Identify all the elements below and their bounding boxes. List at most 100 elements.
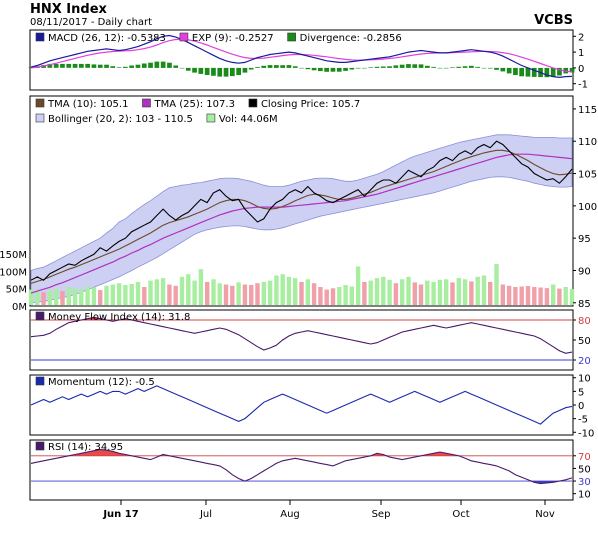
divergence-bar <box>318 67 323 72</box>
volume-bar <box>35 290 40 305</box>
divergence-bar <box>380 66 386 68</box>
volume-bar <box>54 289 59 305</box>
volume-bar <box>217 283 222 305</box>
volume-bar <box>469 281 474 305</box>
volume-bar <box>261 281 266 305</box>
divergence-bar <box>481 67 487 69</box>
divergence-bar <box>418 64 424 68</box>
volume-bar <box>91 287 97 305</box>
divergence-bar <box>192 67 197 73</box>
tma25-line <box>30 153 573 294</box>
rsi-panel <box>29 439 574 501</box>
volume-bar <box>330 288 336 305</box>
divergence-bar <box>431 66 436 68</box>
legend-swatch <box>35 32 45 42</box>
volume-bar <box>425 280 430 305</box>
y-tick-label: -1 <box>578 80 588 91</box>
volume-bar <box>267 280 273 305</box>
divergence-bar <box>299 67 304 69</box>
divergence-bar <box>393 65 399 68</box>
divergence-bar <box>569 67 575 73</box>
volume-bar <box>160 278 166 305</box>
volume-bar <box>85 286 90 305</box>
divergence-bar <box>443 67 449 69</box>
x-tick-label: Oct <box>452 509 469 520</box>
volume-bar <box>450 282 455 305</box>
divergence-bar <box>204 67 210 75</box>
y-tick-label: 50 <box>578 336 591 347</box>
legend-entry: TMA (10): 105.1 <box>47 99 128 110</box>
divergence-bar <box>475 66 480 68</box>
volume-bar <box>142 287 147 305</box>
volume-bar <box>374 278 380 305</box>
volume-bar <box>362 281 367 305</box>
y-tick-label: 10 <box>578 490 591 501</box>
volume-bar <box>355 266 361 305</box>
divergence-bar <box>519 67 524 77</box>
divergence-bar <box>487 67 493 69</box>
volume-bar <box>198 269 204 305</box>
divergence-bar <box>437 67 443 69</box>
volume-bar <box>280 274 285 305</box>
divergence-bar <box>456 66 462 68</box>
divergence-bar <box>324 67 329 72</box>
macd-line <box>30 34 573 79</box>
volume-bar <box>205 281 210 305</box>
volume-bar <box>400 279 405 305</box>
volume-bar <box>211 279 216 305</box>
divergence-bar <box>173 65 179 68</box>
divergence-bar <box>211 67 216 76</box>
divergence-bar <box>185 67 191 71</box>
divergence-bar <box>557 67 562 76</box>
volume-bar <box>223 284 229 305</box>
momentum-panel <box>29 374 574 436</box>
legend-entry: Momentum (12): -0.5 <box>48 377 155 388</box>
divergence-bar <box>236 67 241 75</box>
y-tick-label: 0 <box>578 64 584 75</box>
volume-bar <box>462 279 468 305</box>
legend-swatch <box>142 98 151 108</box>
legend-swatch <box>35 113 45 123</box>
volume-bar <box>135 281 141 305</box>
divergence-bar <box>91 64 97 68</box>
divergence-bar <box>311 67 317 71</box>
divergence-bar <box>280 65 285 68</box>
y-tick-label: 30 <box>578 477 591 488</box>
x-tick-label: Jun 17 <box>102 509 138 520</box>
y-tick-label: 100 <box>578 202 597 213</box>
volume-bar <box>110 284 115 305</box>
volume-bar <box>551 284 556 305</box>
volume-bar <box>41 292 46 305</box>
x-tick-label: Jul <box>199 509 212 520</box>
legend-entry: Vol: 44.06M <box>219 114 278 125</box>
legend-swatch <box>35 376 45 386</box>
x-tick-label: Sep <box>372 509 391 520</box>
volume-bar <box>72 288 78 305</box>
divergence-bar <box>135 64 141 68</box>
volume-bar <box>519 286 524 305</box>
volume-bar <box>293 278 298 305</box>
volume-bar <box>148 280 153 305</box>
volume-bar <box>116 283 122 305</box>
divergence-bar <box>349 67 355 70</box>
volume-tick-label: 100M <box>0 267 27 278</box>
divergence-bar <box>160 61 166 68</box>
y-tick-label: 5 <box>578 387 584 398</box>
volume-bar <box>532 287 537 305</box>
volume-bar <box>98 290 103 305</box>
divergence-bar <box>85 63 90 68</box>
volume-bar <box>494 263 499 305</box>
volume-bar <box>349 286 354 305</box>
volume-bar <box>179 276 185 305</box>
volume-bar <box>192 280 197 305</box>
divergence-bar <box>399 64 405 68</box>
divergence-bar <box>248 67 254 70</box>
volume-bar <box>173 285 178 306</box>
volume-bar <box>368 280 373 305</box>
y-tick-label: 0 <box>578 401 584 412</box>
divergence-bar <box>550 67 556 77</box>
volume-bar <box>387 279 392 305</box>
legend-swatch <box>35 98 45 108</box>
divergence-bar <box>374 66 380 68</box>
y-tick-label: 2 <box>578 32 584 43</box>
